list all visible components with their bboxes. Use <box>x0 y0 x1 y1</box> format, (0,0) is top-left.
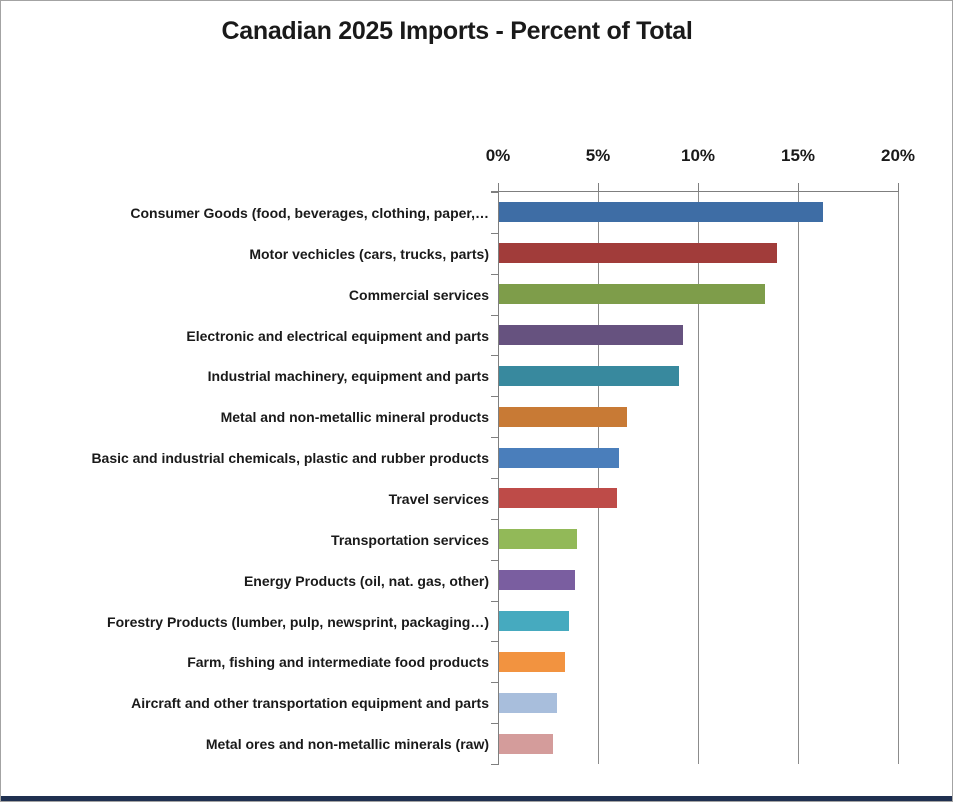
category-axis-tick-mark <box>491 355 498 356</box>
category-label: Metal ores and non-metallic minerals (ra… <box>205 735 489 752</box>
bar-segment <box>499 570 575 590</box>
category-label: Forestry Products (lumber, pulp, newspri… <box>107 613 489 630</box>
chart-title: Canadian 2025 Imports - Percent of Total <box>221 17 693 45</box>
category-label: Motor vechicles (cars, trucks, parts) <box>249 245 489 262</box>
category-axis-tick-mark <box>491 396 498 397</box>
category-axis-tick-mark <box>491 274 498 275</box>
category-label: Aircraft and other transportation equipm… <box>131 694 489 711</box>
category-axis-tick-mark <box>491 478 498 479</box>
x-axis-tick-label: 10% <box>680 146 716 165</box>
value-axis-line <box>491 191 899 192</box>
category-axis-tick-mark <box>491 764 498 765</box>
category-label: Metal and non-metallic mineral products <box>220 408 489 425</box>
category-axis-line <box>498 191 499 765</box>
bar-segment <box>499 734 553 754</box>
category-axis-tick-mark <box>491 560 498 561</box>
category-axis-tick-mark <box>491 315 498 316</box>
category-axis-tick-mark <box>491 641 498 642</box>
category-axis-tick-mark <box>491 192 498 193</box>
x-axis-tick-label: 0% <box>485 146 511 165</box>
category-label: Transportation services <box>331 531 489 548</box>
category-label: Farm, fishing and intermediate food prod… <box>187 653 489 670</box>
vertical-gridline <box>898 192 899 764</box>
x-axis-tick-mark <box>698 183 699 192</box>
category-axis-tick-mark <box>491 682 498 683</box>
category-axis-tick-mark <box>491 437 498 438</box>
x-axis-tick-mark <box>498 183 499 192</box>
bar-segment <box>499 202 823 222</box>
category-axis-tick-mark <box>491 723 498 724</box>
bar-segment <box>499 407 627 427</box>
category-axis-tick-mark <box>491 601 498 602</box>
x-axis-tick-label: 5% <box>585 146 611 165</box>
bar-segment <box>499 652 565 672</box>
category-axis-tick-mark <box>491 233 498 234</box>
bar-segment <box>499 366 679 386</box>
vertical-gridline <box>598 192 599 764</box>
bar-segment <box>499 488 617 508</box>
x-axis-tick-mark <box>798 183 799 192</box>
category-label: Industrial machinery, equipment and part… <box>207 367 489 384</box>
category-label: Travel services <box>388 490 489 507</box>
category-label: Electronic and electrical equipment and … <box>186 327 489 344</box>
bar-segment <box>499 611 569 631</box>
category-label: Energy Products (oil, nat. gas, other) <box>243 572 489 589</box>
category-label: Commercial services <box>348 286 489 303</box>
bar-segment <box>499 529 577 549</box>
category-label: Consumer Goods (food, beverages, clothin… <box>130 204 489 221</box>
category-label: Basic and industrial chemicals, plastic … <box>91 449 489 466</box>
bar-segment <box>499 448 619 468</box>
bar-segment <box>499 693 557 713</box>
bottom-accent-bar <box>1 796 952 801</box>
bar-segment <box>499 325 683 345</box>
x-axis-tick-mark <box>598 183 599 192</box>
bar-segment <box>499 284 765 304</box>
x-axis-tick-label: 15% <box>780 146 816 165</box>
vertical-gridline <box>798 192 799 764</box>
category-axis-tick-mark <box>491 519 498 520</box>
bar-segment <box>499 243 777 263</box>
x-axis-tick-mark <box>898 183 899 192</box>
x-axis-tick-label: 20% <box>880 146 916 165</box>
vertical-gridline <box>698 192 699 764</box>
